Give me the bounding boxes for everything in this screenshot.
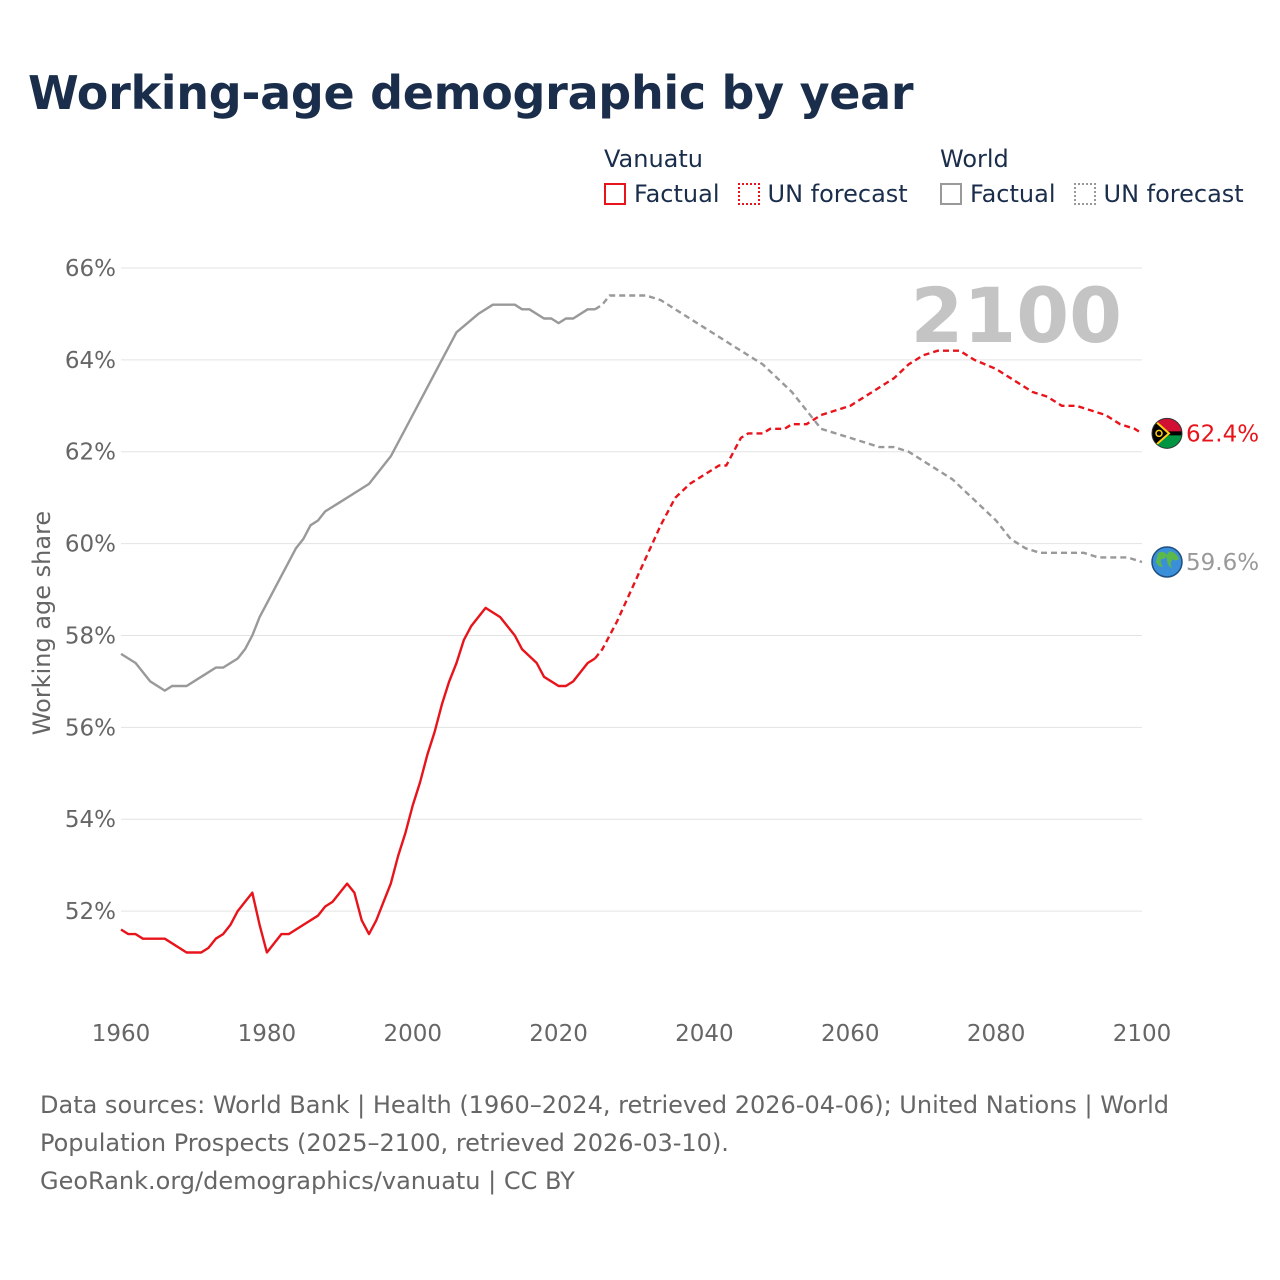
legend-item-vanuatu-factual[interactable]: Factual (604, 180, 720, 208)
x-tick-label: 2080 (967, 1021, 1026, 1047)
series-world-forecast[interactable] (594, 294, 1143, 564)
y-tick-label: 52% (65, 899, 116, 925)
legend-swatch-solid (940, 183, 962, 205)
y-tick-label: 64% (65, 348, 116, 374)
end-value-label: 59.6% (1186, 550, 1259, 576)
x-axis-ticks: 1960 1980 2000 2020 2040 2060 2080 2100 (92, 1021, 1172, 1047)
y-tick-label: 60% (65, 532, 116, 558)
legend-item-label: Factual (634, 180, 720, 208)
end-labels: 62.4% 59.6% (1151, 417, 1259, 578)
legend-item-label: Factual (970, 180, 1056, 208)
x-tick-label: 2060 (821, 1021, 880, 1047)
chart-title: Working-age demographic by year (28, 66, 914, 120)
series-world-factual[interactable] (120, 303, 595, 692)
legend-group-world: World Factual UN forecast (940, 142, 1244, 212)
y-axis-ticks: 52% 54% 56% 58% 60% 62% 64% 66% (65, 256, 116, 925)
x-tick-label: 2020 (529, 1021, 588, 1047)
series-vanuatu-forecast[interactable] (594, 349, 1143, 660)
y-axis-label: Working age share (28, 511, 56, 735)
y-tick-label: 66% (65, 256, 116, 282)
end-value-label: 62.4% (1186, 421, 1259, 447)
x-tick-label: 2040 (675, 1021, 734, 1047)
grid-lines (121, 267, 1142, 912)
y-tick-label: 56% (65, 715, 116, 741)
legend-item-label: UN forecast (767, 180, 908, 208)
x-tick-label: 1960 (92, 1021, 151, 1047)
y-tick-label: 62% (65, 440, 116, 466)
globe-icon (1151, 546, 1183, 578)
vanuatu-flag-icon (1151, 417, 1183, 449)
y-tick-label: 58% (65, 623, 116, 649)
x-tick-label: 2000 (383, 1021, 442, 1047)
legend-item-label: UN forecast (1103, 180, 1244, 208)
data-sources: Data sources: World Bank | Health (1960–… (40, 1086, 1240, 1200)
legend-swatch-dotted (737, 183, 760, 205)
legend-swatch-dotted (1073, 183, 1096, 205)
legend-item-world-factual[interactable]: Factual (940, 180, 1056, 208)
legend-group-title: Vanuatu (604, 145, 704, 173)
series-vanuatu-factual[interactable] (120, 606, 596, 954)
legend-item-vanuatu-forecast[interactable]: UN forecast (737, 180, 908, 208)
year-watermark: 2100 (910, 271, 1122, 360)
y-tick-label: 54% (65, 807, 116, 833)
series-lines (120, 294, 1143, 954)
legend-swatch-solid (604, 183, 626, 205)
legend-item-world-forecast[interactable]: UN forecast (1073, 180, 1244, 208)
sources-line-1: Data sources: World Bank | Health (1960–… (40, 1091, 1170, 1119)
sources-line-2: Population Prospects (2025–2100, retriev… (40, 1129, 729, 1157)
x-tick-label: 1980 (238, 1021, 297, 1047)
sources-line-3: GeoRank.org/demographics/vanuatu | CC BY (40, 1167, 575, 1195)
x-tick-label: 2100 (1113, 1021, 1172, 1047)
legend-group-vanuatu: Vanuatu Factual UN forecast (604, 142, 926, 212)
legend-group-title: World (940, 145, 1009, 173)
